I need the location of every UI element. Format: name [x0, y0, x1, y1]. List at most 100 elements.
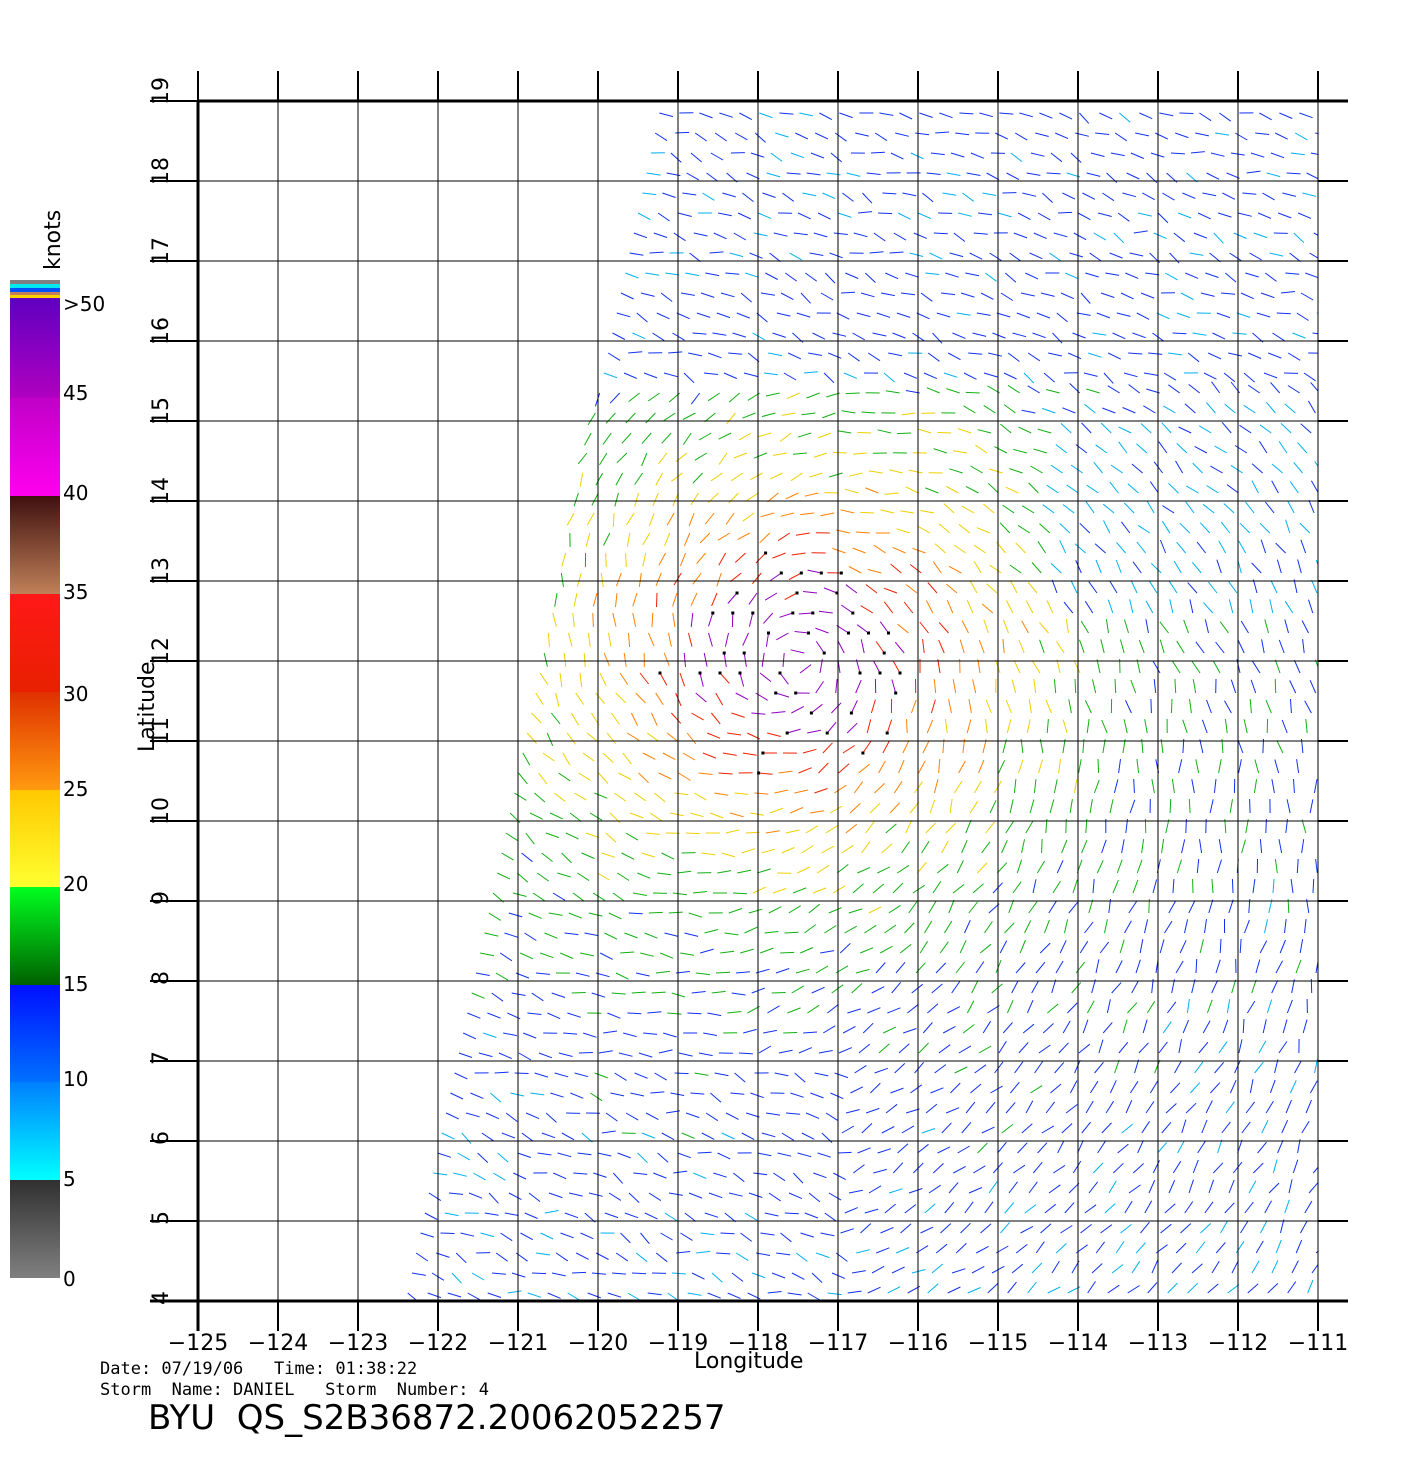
wind-vector: [876, 1247, 890, 1254]
wind-vector: [729, 572, 742, 583]
wind-vector: [753, 1172, 768, 1176]
wind-vector: [717, 212, 732, 217]
wind-vector: [617, 1152, 631, 1159]
wind-vector: [1159, 639, 1165, 654]
wind-vector: [605, 412, 616, 424]
wind-vector: [985, 272, 997, 282]
wind-vector: [668, 632, 672, 647]
wind-vector: [981, 841, 991, 854]
wind-vector: [725, 1112, 739, 1120]
wind-vector: [542, 752, 555, 762]
wind-vector: [1269, 1079, 1276, 1094]
wind-vector: [1301, 1120, 1310, 1134]
wind-vector: [1284, 403, 1296, 414]
wind-vector: [870, 699, 876, 714]
wind-vector: [884, 1203, 896, 1214]
wind-vector: [926, 387, 940, 394]
wind-vector: [1000, 1222, 1010, 1234]
wind-vector: [971, 980, 979, 994]
wind-vector: [1015, 962, 1026, 974]
wind-vector: [1127, 1285, 1140, 1294]
wind-vector: [500, 1232, 513, 1242]
wind-vector: [1228, 1179, 1235, 1194]
wind-vector: [979, 943, 992, 954]
wind-vector: [923, 372, 938, 380]
wind-vector: [1211, 1260, 1220, 1274]
wind-vector: [1304, 1200, 1313, 1214]
wind-vector: [942, 1025, 956, 1034]
wind-vector: [936, 312, 951, 318]
wind-vector: [1279, 939, 1286, 954]
wind-vector: [688, 912, 703, 918]
wind-vector: [1310, 480, 1318, 494]
wind-vector: [1218, 759, 1222, 774]
wind-vector: [793, 232, 808, 236]
wind-vector: [873, 232, 886, 242]
wind-vector: [817, 432, 832, 439]
wind-vector: [478, 1052, 493, 1058]
wind-vector: [972, 332, 987, 337]
wind-vector: [1143, 372, 1158, 376]
wind-vector: [1302, 639, 1305, 654]
wind-vector: [1021, 409, 1036, 414]
wind-vector: [1181, 839, 1186, 854]
storm-info-line: Storm Name: DANIEL Storm Number: 4: [100, 1380, 489, 1400]
wind-vector: [1131, 980, 1139, 994]
lat-tick-label: 7: [149, 1051, 174, 1065]
wind-vector: [1037, 1142, 1048, 1154]
wind-vector: [1075, 961, 1086, 974]
wind-vector: [930, 1087, 944, 1094]
wind-vector: [1030, 152, 1045, 157]
wind-vector: [1305, 272, 1318, 279]
colorbar-5-10: [10, 1082, 60, 1180]
wind-vector: [655, 1252, 668, 1263]
wind-vector: [539, 672, 549, 685]
wind-vector: [770, 152, 783, 162]
wind-vector: [988, 1181, 998, 1194]
wind-vector: [898, 1043, 910, 1054]
wind-vector: [1042, 192, 1053, 203]
wind-vector: [985, 1101, 996, 1114]
wind-vector: [602, 752, 614, 763]
wind-vector: [876, 312, 891, 318]
wind-vector: [683, 372, 695, 384]
wind-vector: [504, 1212, 519, 1216]
wind-vector: [1175, 960, 1184, 974]
wind-vector: [1270, 382, 1281, 394]
wind-vector: [948, 565, 962, 574]
wind-vector: [1101, 1122, 1112, 1134]
wind-vector: [939, 112, 953, 119]
wind-vector: [815, 681, 824, 694]
wind-vector: [632, 892, 647, 896]
wind-vector: [1109, 252, 1123, 259]
wind-vector: [940, 292, 956, 296]
wind-vector: [1211, 878, 1214, 894]
legend-label-35: 35: [63, 580, 88, 604]
wind-vector: [965, 391, 980, 394]
wind-vector: [646, 732, 659, 742]
wind-vector: [1258, 1040, 1267, 1054]
wind-vector: [944, 719, 948, 734]
wind-vector: [764, 931, 779, 934]
wind-vector: [742, 192, 754, 202]
wind-vector: [534, 1072, 549, 1078]
wind-vector: [1077, 1139, 1084, 1154]
wind-vector: [943, 503, 955, 514]
wind-vector: [860, 605, 874, 614]
wind-vector: [674, 792, 689, 796]
wind-vector: [1161, 422, 1172, 434]
wind-vector: [989, 252, 1002, 261]
colorbar: [10, 280, 60, 1278]
wind-vector: [904, 1204, 917, 1214]
wind-vector: [1240, 1220, 1249, 1234]
wind-vector: [963, 405, 976, 414]
wind-vector: [663, 372, 678, 378]
wind-vector: [1219, 621, 1229, 634]
wind-vector: [1006, 719, 1012, 734]
wind-vector: [1264, 1200, 1272, 1214]
wind-vector: [1123, 502, 1135, 514]
wind-vector: [592, 612, 594, 628]
wind-vector: [1204, 1201, 1214, 1214]
wind-vector: [1088, 352, 1102, 358]
wind-vector: [1084, 600, 1094, 614]
